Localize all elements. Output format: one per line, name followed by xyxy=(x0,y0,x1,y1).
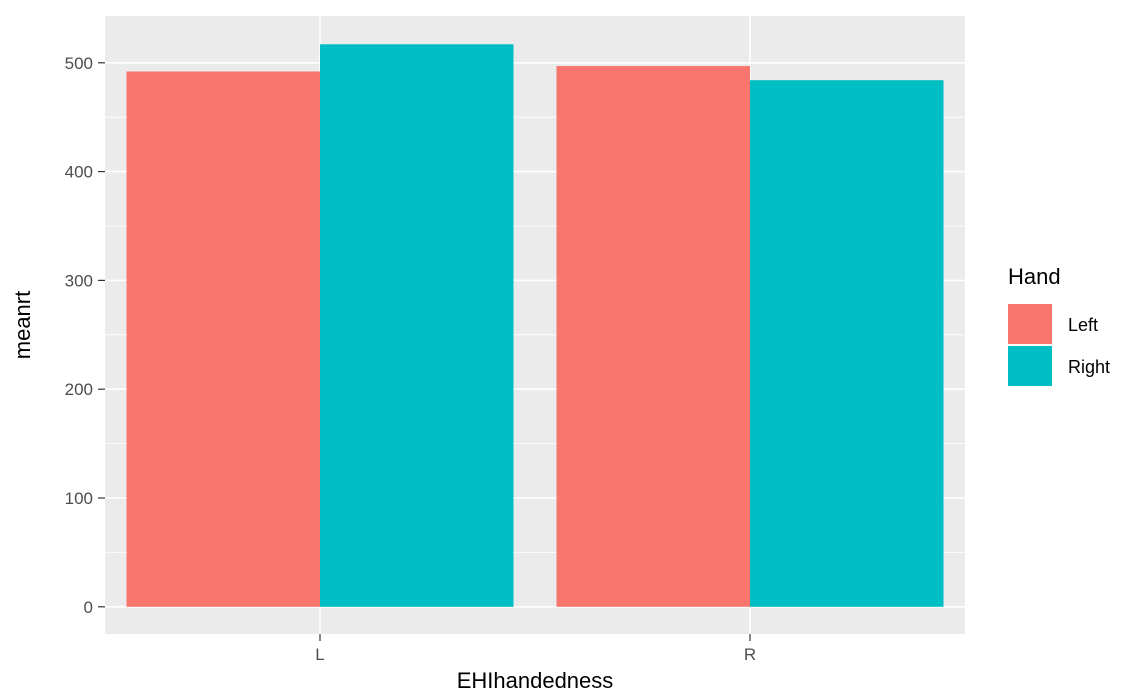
x-tick-label: R xyxy=(744,645,756,664)
legend-title: Hand xyxy=(1008,264,1061,289)
x-axis-title: EHIhandedness xyxy=(457,668,614,693)
bar-right-l xyxy=(320,44,514,607)
y-tick-label: 500 xyxy=(65,54,93,73)
legend: Hand Left Right xyxy=(1008,264,1110,386)
y-tick-label: 200 xyxy=(65,380,93,399)
legend-key-left xyxy=(1008,304,1052,344)
y-axis: 0 100 200 300 400 500 xyxy=(65,54,105,617)
y-tick-label: 0 xyxy=(84,598,93,617)
bars xyxy=(126,44,944,607)
bar-right-r xyxy=(750,80,944,607)
x-tick-label: L xyxy=(315,645,324,664)
legend-key-right xyxy=(1008,346,1052,386)
legend-label-right: Right xyxy=(1068,357,1110,377)
y-tick-label: 100 xyxy=(65,489,93,508)
y-axis-title: meanrt xyxy=(10,291,35,359)
bar-left-r xyxy=(556,66,750,607)
y-tick-label: 300 xyxy=(65,271,93,290)
legend-label-left: Left xyxy=(1068,315,1098,335)
y-tick-label: 400 xyxy=(65,163,93,182)
bar-left-l xyxy=(126,71,320,607)
